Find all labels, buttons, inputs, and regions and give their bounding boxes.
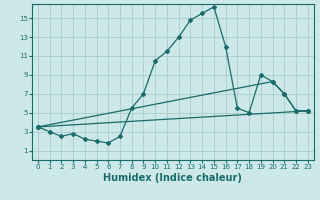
X-axis label: Humidex (Indice chaleur): Humidex (Indice chaleur) bbox=[103, 173, 242, 183]
